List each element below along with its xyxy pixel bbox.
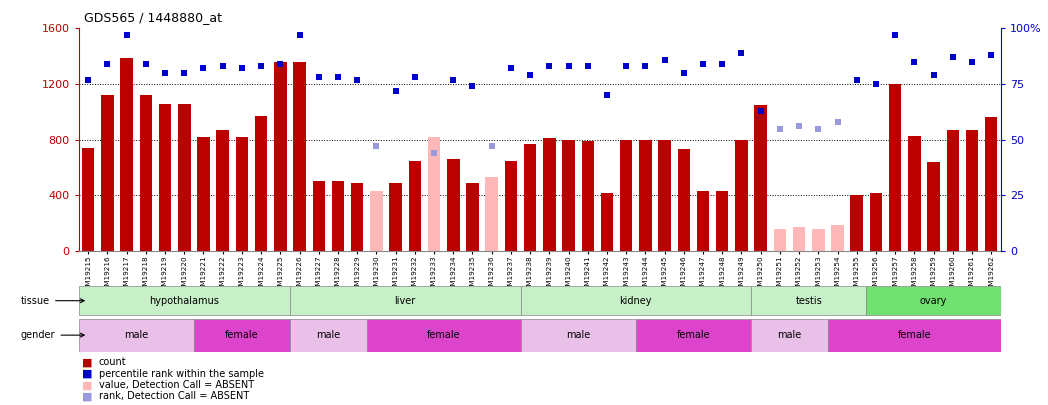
Text: gender: gender [21, 330, 84, 340]
Text: male: male [778, 330, 802, 340]
Text: GDS565 / 1448880_at: GDS565 / 1448880_at [84, 11, 222, 24]
Bar [867, 286, 1001, 315]
Bar [678, 149, 690, 251]
Bar [773, 229, 786, 251]
Bar [178, 104, 191, 251]
Bar [332, 181, 344, 251]
Bar [197, 137, 210, 251]
Bar [636, 319, 751, 352]
Bar [639, 140, 652, 251]
Text: testis: testis [795, 296, 822, 306]
Bar [409, 161, 421, 251]
Text: hypothalamus: hypothalamus [149, 296, 219, 306]
Text: female: female [427, 330, 460, 340]
Bar [79, 319, 194, 352]
Bar [255, 116, 267, 251]
Bar [159, 104, 171, 251]
Bar [524, 144, 537, 251]
Bar [139, 95, 152, 251]
Text: percentile rank within the sample: percentile rank within the sample [99, 369, 263, 379]
Text: kidney: kidney [619, 296, 652, 306]
Text: male: male [316, 330, 341, 340]
Bar [751, 286, 867, 315]
Bar [985, 117, 998, 251]
Bar [870, 193, 882, 251]
Bar [658, 140, 671, 251]
Bar [755, 105, 767, 251]
Bar [290, 319, 367, 352]
Text: ■: ■ [82, 380, 92, 390]
Bar [927, 162, 940, 251]
Bar [293, 62, 306, 251]
Bar [79, 286, 290, 315]
Bar [505, 161, 517, 251]
Bar [831, 225, 844, 251]
Bar [751, 319, 828, 352]
Bar [351, 183, 364, 251]
Text: ■: ■ [82, 369, 92, 379]
Text: ■: ■ [82, 392, 92, 401]
Bar [217, 130, 228, 251]
Bar [367, 319, 521, 352]
Bar [370, 191, 383, 251]
Bar [909, 136, 920, 251]
Bar [102, 95, 113, 251]
Bar [485, 177, 498, 251]
Bar [851, 195, 863, 251]
Bar [121, 58, 133, 251]
Bar [312, 181, 325, 251]
Text: value, Detection Call = ABSENT: value, Detection Call = ABSENT [99, 380, 254, 390]
Text: female: female [677, 330, 711, 340]
Bar [889, 84, 901, 251]
Bar [428, 137, 440, 251]
Bar [736, 140, 747, 251]
Bar [447, 159, 459, 251]
Bar [697, 191, 709, 251]
Bar [620, 140, 632, 251]
Bar [466, 183, 479, 251]
Bar [290, 286, 521, 315]
Bar [716, 191, 728, 251]
Text: male: male [124, 330, 149, 340]
Text: tissue: tissue [21, 296, 84, 306]
Text: rank, Detection Call = ABSENT: rank, Detection Call = ABSENT [99, 392, 248, 401]
Bar [521, 286, 751, 315]
Bar [828, 319, 1001, 352]
Text: female: female [897, 330, 932, 340]
Bar [82, 148, 94, 251]
Bar [275, 62, 286, 251]
Bar [812, 229, 825, 251]
Bar [194, 319, 290, 352]
Text: ovary: ovary [920, 296, 947, 306]
Bar [946, 130, 959, 251]
Text: liver: liver [395, 296, 416, 306]
Bar [543, 139, 555, 251]
Bar [521, 319, 636, 352]
Bar [966, 130, 978, 251]
Text: count: count [99, 358, 126, 367]
Bar [236, 137, 248, 251]
Text: male: male [566, 330, 590, 340]
Bar [390, 183, 401, 251]
Bar [582, 141, 594, 251]
Text: ■: ■ [82, 358, 92, 367]
Text: female: female [225, 330, 259, 340]
Bar [563, 140, 574, 251]
Bar [793, 228, 805, 251]
Bar [601, 193, 613, 251]
